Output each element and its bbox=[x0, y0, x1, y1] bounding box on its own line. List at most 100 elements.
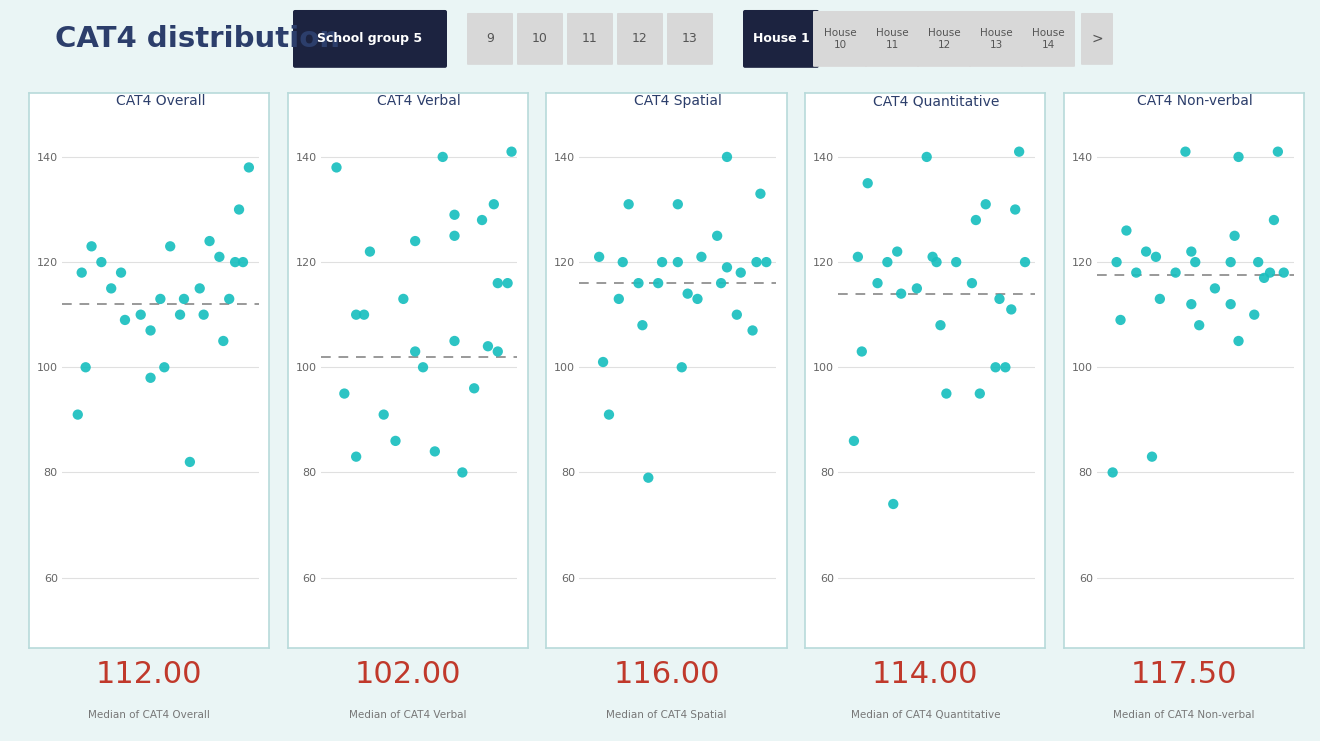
Point bbox=[929, 319, 950, 331]
Point bbox=[346, 451, 367, 462]
Point bbox=[887, 246, 908, 258]
Point bbox=[239, 162, 260, 173]
Point bbox=[989, 293, 1010, 305]
Point bbox=[1274, 267, 1295, 279]
Point bbox=[150, 293, 172, 305]
Point bbox=[1228, 335, 1249, 347]
Point bbox=[1146, 251, 1167, 263]
Point bbox=[71, 267, 92, 279]
Point bbox=[498, 277, 519, 289]
Text: 9: 9 bbox=[486, 33, 494, 45]
Text: 102.00: 102.00 bbox=[355, 660, 461, 689]
Point bbox=[1254, 272, 1275, 284]
Point bbox=[209, 251, 230, 263]
Point bbox=[1185, 256, 1206, 268]
Point bbox=[140, 325, 161, 336]
Point bbox=[405, 345, 426, 357]
Text: 117.50: 117.50 bbox=[1131, 660, 1237, 689]
Point bbox=[219, 293, 240, 305]
Point bbox=[961, 277, 982, 289]
Point bbox=[193, 309, 214, 321]
Point bbox=[346, 309, 367, 321]
Text: House
12: House 12 bbox=[928, 27, 961, 50]
Point bbox=[628, 277, 649, 289]
Point bbox=[916, 151, 937, 163]
Point bbox=[478, 340, 499, 352]
Point bbox=[923, 251, 944, 263]
Point bbox=[686, 293, 708, 305]
Point bbox=[975, 199, 997, 210]
Text: Median of CAT4 Non-verbal: Median of CAT4 Non-verbal bbox=[1113, 710, 1255, 720]
FancyBboxPatch shape bbox=[917, 11, 972, 67]
FancyBboxPatch shape bbox=[616, 13, 663, 65]
Point bbox=[652, 256, 673, 268]
Text: House 1: House 1 bbox=[752, 33, 809, 45]
Text: 10: 10 bbox=[532, 33, 548, 45]
Point bbox=[746, 256, 767, 268]
FancyBboxPatch shape bbox=[467, 13, 513, 65]
Point bbox=[677, 288, 698, 299]
Point bbox=[1228, 151, 1249, 163]
Point bbox=[169, 309, 190, 321]
FancyBboxPatch shape bbox=[865, 11, 919, 67]
Point bbox=[936, 388, 957, 399]
Text: 11: 11 bbox=[582, 33, 598, 45]
Title: CAT4 Quantitative: CAT4 Quantitative bbox=[874, 94, 999, 108]
Point bbox=[463, 382, 484, 394]
Point bbox=[876, 256, 898, 268]
Point bbox=[618, 199, 639, 210]
Point bbox=[668, 256, 689, 268]
Point bbox=[81, 240, 102, 252]
Point bbox=[1220, 298, 1241, 310]
Point bbox=[432, 151, 453, 163]
Title: CAT4 Verbal: CAT4 Verbal bbox=[378, 94, 461, 108]
Point bbox=[412, 362, 433, 373]
Point bbox=[1106, 256, 1127, 268]
Point bbox=[1243, 309, 1265, 321]
Point bbox=[444, 335, 465, 347]
Point bbox=[1166, 267, 1187, 279]
Point bbox=[1188, 319, 1209, 331]
Point bbox=[483, 199, 504, 210]
Point bbox=[1135, 246, 1156, 258]
Point bbox=[593, 356, 614, 368]
Text: 116.00: 116.00 bbox=[614, 660, 719, 689]
Point bbox=[487, 277, 508, 289]
Point bbox=[444, 209, 465, 221]
Point bbox=[374, 409, 395, 421]
Point bbox=[160, 240, 181, 252]
Point bbox=[1259, 267, 1280, 279]
Point bbox=[598, 409, 619, 421]
Text: >: > bbox=[1092, 32, 1102, 46]
Text: Median of CAT4 Spatial: Median of CAT4 Spatial bbox=[606, 710, 727, 720]
Point bbox=[690, 251, 711, 263]
Point bbox=[444, 230, 465, 242]
Point bbox=[1102, 467, 1123, 479]
Point bbox=[393, 293, 414, 305]
Point bbox=[857, 177, 878, 189]
Point bbox=[1115, 225, 1137, 236]
Point bbox=[883, 498, 904, 510]
Point bbox=[965, 214, 986, 226]
Text: Median of CAT4 Verbal: Median of CAT4 Verbal bbox=[348, 710, 467, 720]
Point bbox=[111, 267, 132, 279]
Title: CAT4 Spatial: CAT4 Spatial bbox=[634, 94, 722, 108]
FancyBboxPatch shape bbox=[293, 10, 447, 68]
Point bbox=[100, 282, 121, 294]
Point bbox=[969, 388, 990, 399]
Point bbox=[1204, 282, 1225, 294]
Point bbox=[180, 456, 201, 468]
Point bbox=[487, 345, 508, 357]
Point bbox=[1181, 246, 1203, 258]
Point bbox=[867, 277, 888, 289]
Point bbox=[668, 199, 689, 210]
Point bbox=[750, 187, 771, 199]
Text: CAT4 distribution: CAT4 distribution bbox=[55, 25, 341, 53]
Point bbox=[115, 314, 136, 326]
Text: 13: 13 bbox=[682, 33, 698, 45]
Point bbox=[153, 362, 174, 373]
Point bbox=[589, 251, 610, 263]
Point bbox=[995, 362, 1016, 373]
Text: House
10: House 10 bbox=[824, 27, 857, 50]
FancyBboxPatch shape bbox=[1020, 11, 1074, 67]
